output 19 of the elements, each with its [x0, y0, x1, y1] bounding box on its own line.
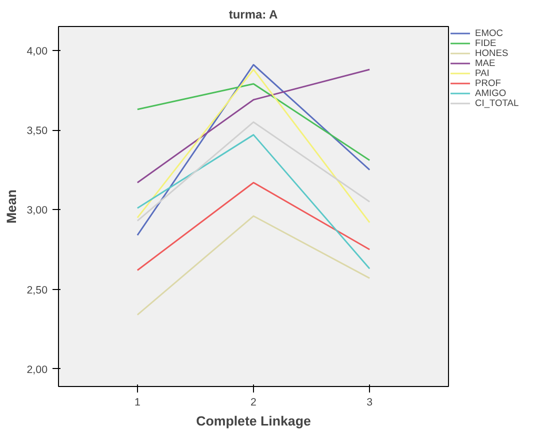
legend-label: PROF — [475, 78, 501, 88]
x-axis-title: Complete Linkage — [196, 414, 311, 428]
legend-label: MAE — [475, 58, 496, 68]
legend-label: CI_TOTAL — [475, 98, 519, 108]
x-tick-label: 1 — [134, 396, 140, 408]
y-tick-label: 3,00 — [26, 204, 48, 217]
x-tick-label: 2 — [250, 396, 257, 408]
y-tick-label: 4,00 — [26, 45, 48, 58]
legend-label: AMIGO — [475, 88, 506, 98]
legend-label: HONES — [475, 48, 508, 58]
y-axis-title: Mean — [4, 189, 19, 224]
legend-label: PAI — [475, 68, 490, 78]
x-tick-label: 3 — [366, 396, 373, 408]
legend-label: EMOC — [475, 28, 503, 38]
y-tick-label: 3,50 — [26, 125, 48, 138]
y-tick-label: 2,00 — [26, 364, 48, 376]
legend-label: FIDE — [475, 38, 496, 48]
chart-title: turma: A — [228, 8, 278, 22]
y-tick-label: 2,50 — [26, 284, 48, 296]
